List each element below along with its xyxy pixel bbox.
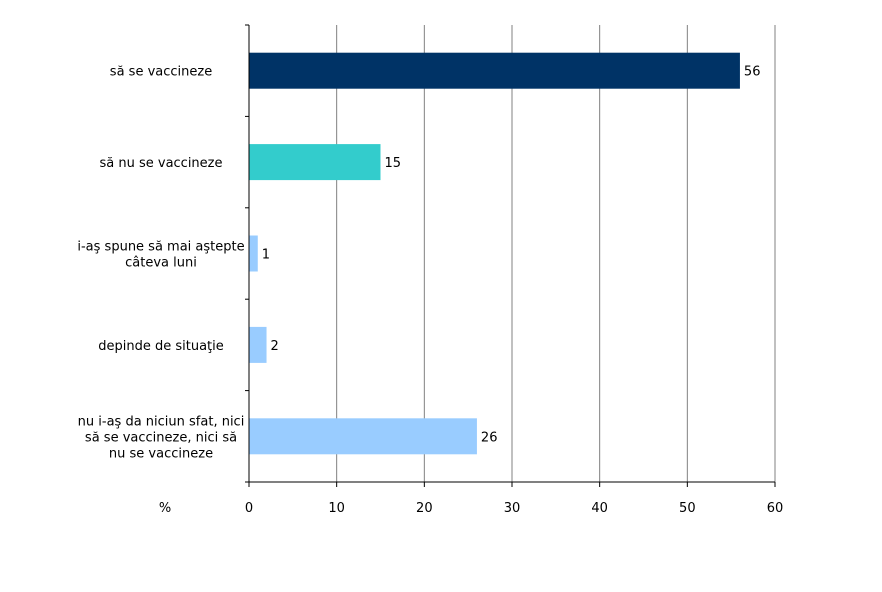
value-label-1: 15 [385,156,402,171]
category-label-4-line-0: nu i-aş da niciun sfat, nici [78,414,245,429]
value-labels: 56 15 1 2 26 [262,65,761,446]
category-label-2-line-1: câteva luni [125,256,197,271]
category-label-3: depinde de situaţie [98,339,224,354]
x-tick-label-20: 20 [416,501,433,516]
category-label-1-line-0: să nu se vaccineze [99,156,222,171]
value-label-3: 2 [271,339,279,354]
category-labels: să se vaccineze să nu se vaccineze i-aş sp… [77,65,244,462]
x-axis-unit-label: % [159,501,171,516]
bar-4 [249,418,477,455]
x-tick-label-60: 60 [767,501,784,516]
bar-1 [249,144,381,181]
x-tick-label-40: 40 [591,501,608,516]
category-label-3-line-0: depinde de situaţie [98,339,224,354]
x-tick-label-50: 50 [679,501,696,516]
category-label-4-line-2: nu se vaccineze [109,446,213,461]
x-tick-label-30: 30 [504,501,521,516]
x-tick-label-0: 0 [245,501,253,516]
category-label-4: nu i-aş da niciun sfat, nici să se vaccin… [78,414,245,461]
category-label-2-line-0: i-aş spune să mai aştepte [77,240,244,255]
category-label-2: i-aş spune să mai aştepte câteva luni [77,240,244,271]
value-label-4: 26 [481,430,498,445]
category-label-0-line-0: să se vaccineze [110,65,212,80]
category-label-1: să nu se vaccineze [99,156,222,171]
bar-2 [249,235,258,272]
category-label-0: să se vaccineze [110,65,212,80]
value-label-0: 56 [744,65,761,80]
category-label-4-line-1: să se vaccineze, nici să [85,430,237,445]
bars [249,52,740,455]
gridlines [336,25,776,482]
x-tick-label-10: 10 [328,501,345,516]
bar-3 [249,326,267,363]
value-label-2: 1 [262,248,270,263]
axes [245,24,776,487]
bar-0 [249,52,740,89]
tick-labels: 0 10 20 30 40 50 60 [245,501,783,516]
